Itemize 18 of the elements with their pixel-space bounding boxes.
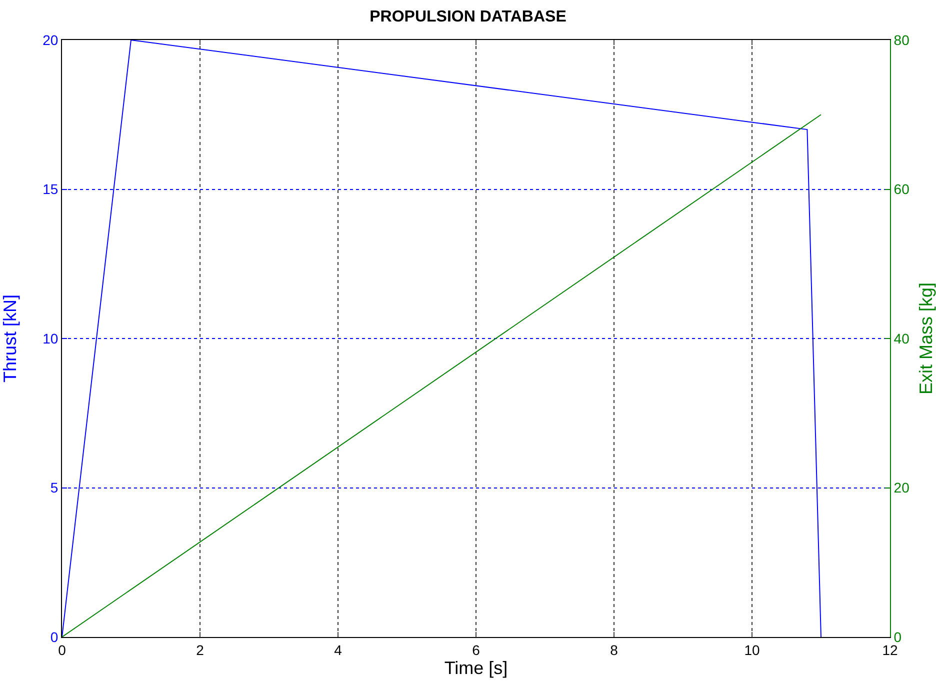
- x-tick-label: 4: [334, 642, 342, 658]
- y2-axis-title: Exit Mass [kg]: [916, 282, 936, 395]
- x-tick-label: 8: [610, 642, 618, 658]
- y-tick-label: 0: [50, 628, 58, 645]
- y2-tick-label: 40: [894, 330, 910, 346]
- x-tick-label: 10: [744, 642, 760, 658]
- y2-tick-label: 60: [894, 181, 910, 198]
- y-tick-label: 15: [42, 181, 58, 198]
- chart-title: PROPULSION DATABASE: [370, 8, 567, 26]
- x-axis-title: Time [s]: [444, 658, 508, 678]
- y2-tick-label: 80: [894, 32, 910, 48]
- y-tick-label: 20: [42, 32, 58, 48]
- x-tick-label: 6: [472, 642, 480, 658]
- x-tick-label: 2: [196, 642, 204, 658]
- y2-tick-label: 20: [894, 480, 910, 496]
- y-tick-label: 5: [50, 480, 58, 496]
- y-tick-label: 10: [42, 330, 58, 346]
- y-axis-title: Thrust [kN]: [0, 294, 20, 383]
